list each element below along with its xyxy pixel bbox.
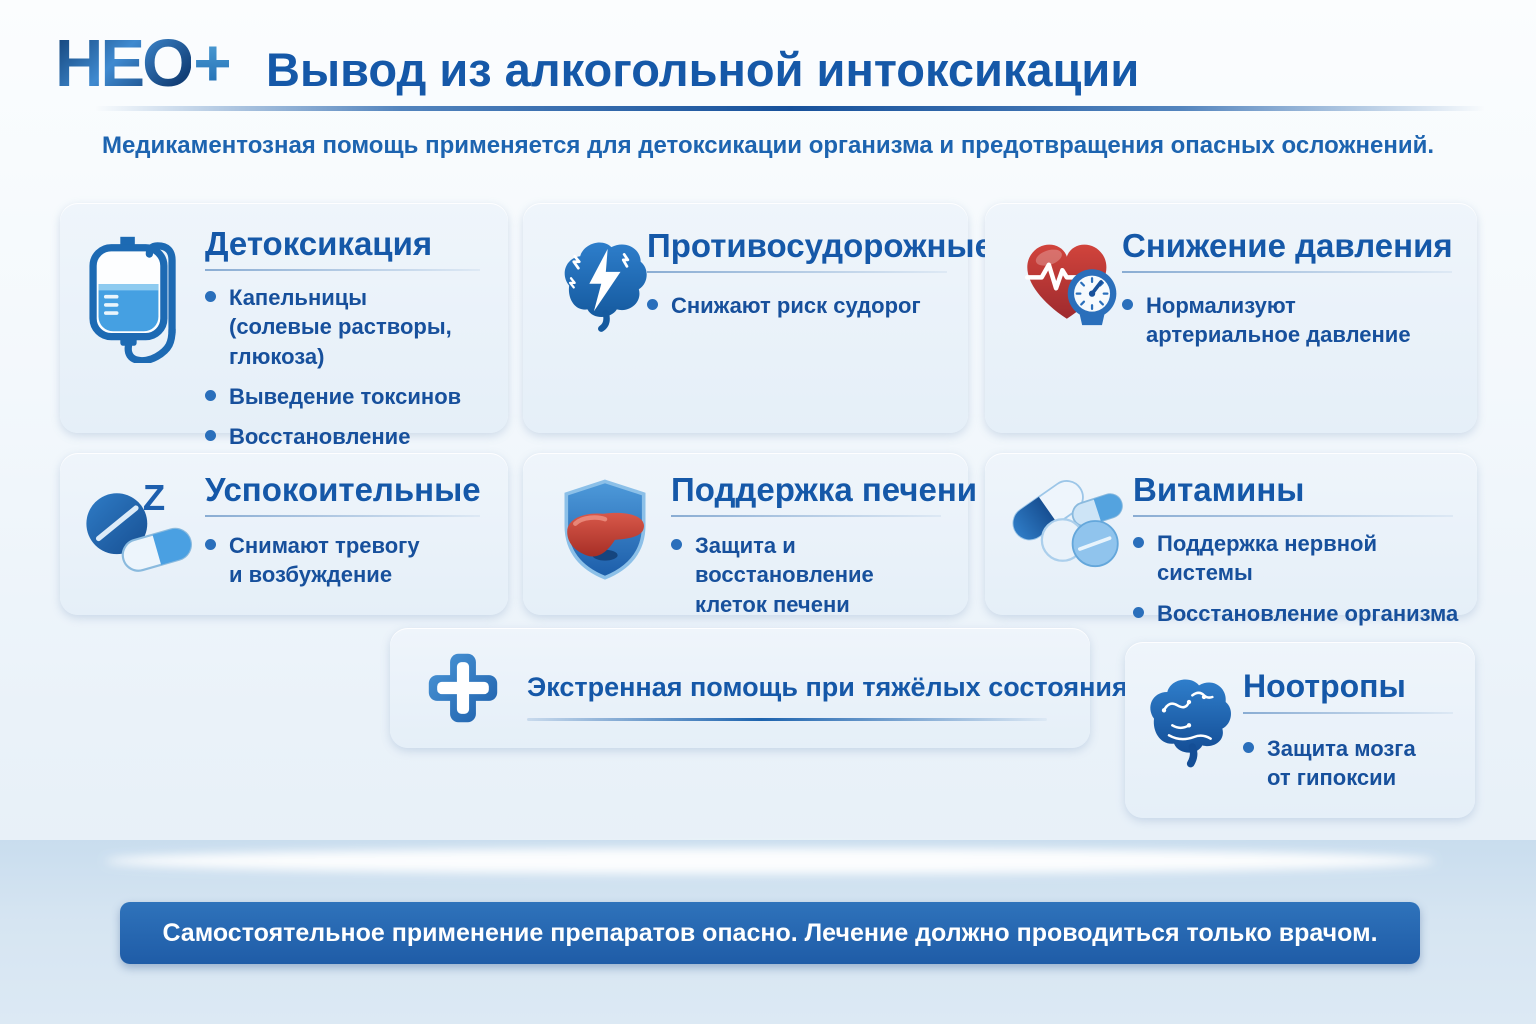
card-pressure: Снижение давления Нормализуют артериальн…: [985, 203, 1477, 433]
bullet-dot: [205, 389, 216, 401]
iv-drip-icon: [89, 236, 176, 363]
card-detox: Детоксикация Капельницы (солевые раствор…: [60, 203, 508, 478]
swoosh-highlight: [105, 848, 1435, 874]
card-title: Ноотропы: [1243, 668, 1406, 704]
bullet-item: Поддержка нервной системы: [1133, 529, 1463, 588]
page-title: Вывод из алкогольной интоксикации: [266, 43, 1140, 96]
bullet-dot: [205, 430, 216, 441]
svg-text:Z: Z: [143, 477, 165, 518]
title-underline: [205, 515, 480, 517]
title-underline: [1243, 712, 1453, 714]
bullet-dot: [205, 539, 216, 550]
bullet-item: Защита и восстановление клеток печени: [671, 531, 954, 619]
footer-warning-banner: Самостоятельное применение препаратов оп…: [120, 902, 1420, 964]
card-title: Витамины: [1133, 471, 1305, 508]
shield-liver-icon: [564, 479, 646, 580]
card-title: Успокоительные: [205, 471, 481, 508]
bullet-dot: [1133, 537, 1144, 548]
heart-pressure-gauge-icon: [1025, 244, 1117, 326]
sedative-pills-icon: Z: [86, 477, 192, 572]
title-underline: [647, 271, 947, 273]
bullet-dot: [1133, 606, 1144, 618]
bullet-item: Нормализуют артериальное давление: [1122, 291, 1463, 350]
bullet-item: Восстановление организма: [1133, 599, 1463, 628]
card-nootropics: Ноотропы Защита мозга от гипоксии: [1125, 642, 1475, 818]
card-title: Детоксикация: [205, 225, 433, 262]
bullet-text: Защита мозга от гипоксии: [1267, 736, 1416, 791]
medical-cross-icon: [428, 653, 498, 723]
bullet-dot: [1243, 742, 1254, 753]
footer-warning-text: Самостоятельное применение препаратов оп…: [162, 918, 1378, 947]
bullet-text: Восстановление организма: [1157, 600, 1459, 626]
card-liver: Поддержка печени Защита и восстановление…: [523, 453, 977, 617]
title-underline: [1133, 515, 1453, 517]
vitamin-pills-icon: [1012, 480, 1123, 568]
card-anticonvulsant: Противосудорожные Снижают риск судорог: [523, 203, 993, 433]
title-underline: [205, 269, 480, 271]
emergency-underline: [527, 718, 1047, 721]
title-underline: [671, 515, 941, 517]
bullet-list: Поддержка нервной системы Восстановление…: [1133, 529, 1463, 628]
bullet-text: Выведение токсинов: [229, 383, 462, 409]
card-title: Противосудорожные: [647, 227, 993, 264]
bullet-text: Нормализуют артериальное давление: [1146, 293, 1411, 348]
brain-neurons-icon: [1150, 679, 1232, 768]
bullet-list: Капельницы (солевые растворы, глюкоза) В…: [205, 283, 494, 481]
logo-plus-icon: +: [193, 26, 232, 101]
header-underline: [95, 106, 1485, 111]
card-title: Снижение давления: [1122, 227, 1453, 264]
bullet-list: Снимают тревогу и возбуждение: [205, 531, 494, 590]
bullet-list: Снижают риск судорог: [647, 291, 954, 320]
bullet-item: Снижают риск судорог: [647, 291, 954, 320]
card-sedative: Z Успокоительные Снимают тревогу и возбу…: [60, 453, 508, 615]
bullet-list: Нормализуют артериальное давление: [1122, 291, 1463, 350]
bullet-list: Защита и восстановление клеток печени: [671, 531, 954, 619]
bullet-list: Защита мозга от гипоксии: [1243, 734, 1463, 793]
bullet-dot: [671, 539, 682, 550]
page-subtitle: Медикаментозная помощь применяется для д…: [101, 132, 1435, 159]
logo-text: НЕО: [55, 26, 194, 101]
card-vitamins: Витамины Поддержка нервной системы Восст…: [985, 453, 1477, 626]
logo: НЕО+: [55, 30, 232, 97]
bullet-text: Поддержка нервной системы: [1157, 531, 1377, 586]
bullet-dot: [647, 299, 658, 310]
bullet-dot: [205, 291, 216, 302]
bullet-dot: [1122, 299, 1133, 310]
emergency-title: Экстренная помощь при тяжёлых состояниях: [527, 672, 1143, 702]
card-title: Поддержка печени: [671, 471, 978, 508]
bullet-text: Защита и восстановление клеток печени: [695, 533, 874, 617]
bullet-item: Защита мозга от гипоксии: [1243, 734, 1463, 793]
bullet-item: Снимают тревогу и возбуждение: [205, 531, 494, 590]
bullet-text: Капельницы (солевые растворы, глюкоза): [229, 285, 452, 369]
bullet-text: Снимают тревогу и возбуждение: [229, 533, 420, 588]
banner-emergency: Экстренная помощь при тяжёлых состояниях: [390, 628, 1143, 748]
brain-lightning-icon: [564, 242, 647, 332]
bullet-item: Капельницы (солевые растворы, глюкоза): [205, 283, 494, 371]
bullet-text: Снижают риск судорог: [671, 293, 921, 318]
title-underline: [1122, 271, 1452, 273]
bullet-item: Выведение токсинов: [205, 382, 494, 411]
